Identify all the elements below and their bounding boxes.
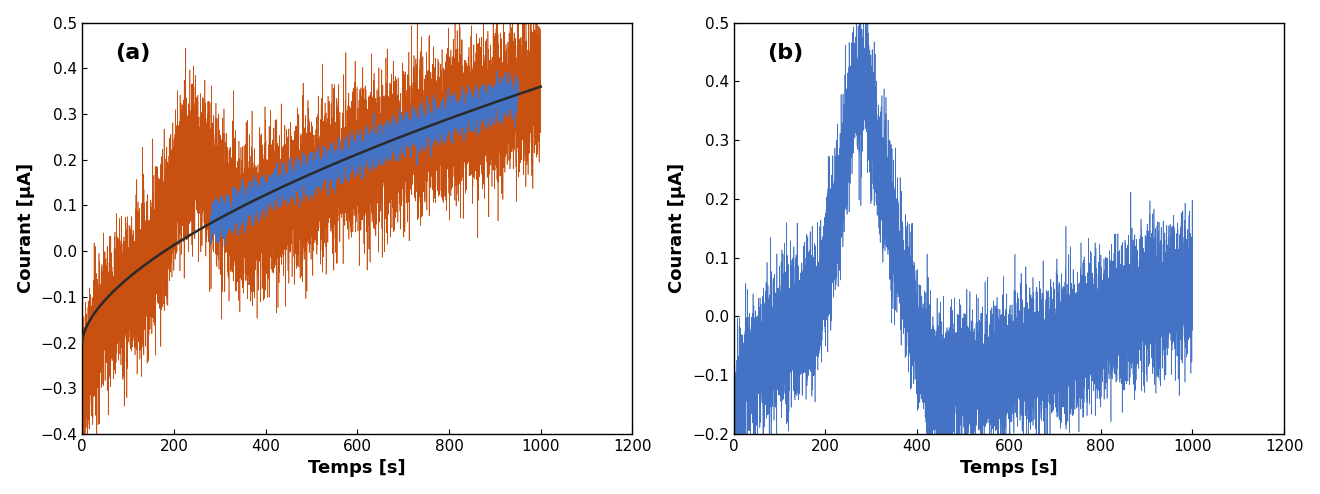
X-axis label: Temps [s]: Temps [s]	[309, 459, 407, 477]
Text: (a): (a)	[115, 43, 150, 63]
Y-axis label: Courant [μA]: Courant [μA]	[17, 163, 34, 293]
X-axis label: Temps [s]: Temps [s]	[960, 459, 1057, 477]
Y-axis label: Courant [μA]: Courant [μA]	[668, 163, 686, 293]
Text: (b): (b)	[767, 43, 803, 63]
